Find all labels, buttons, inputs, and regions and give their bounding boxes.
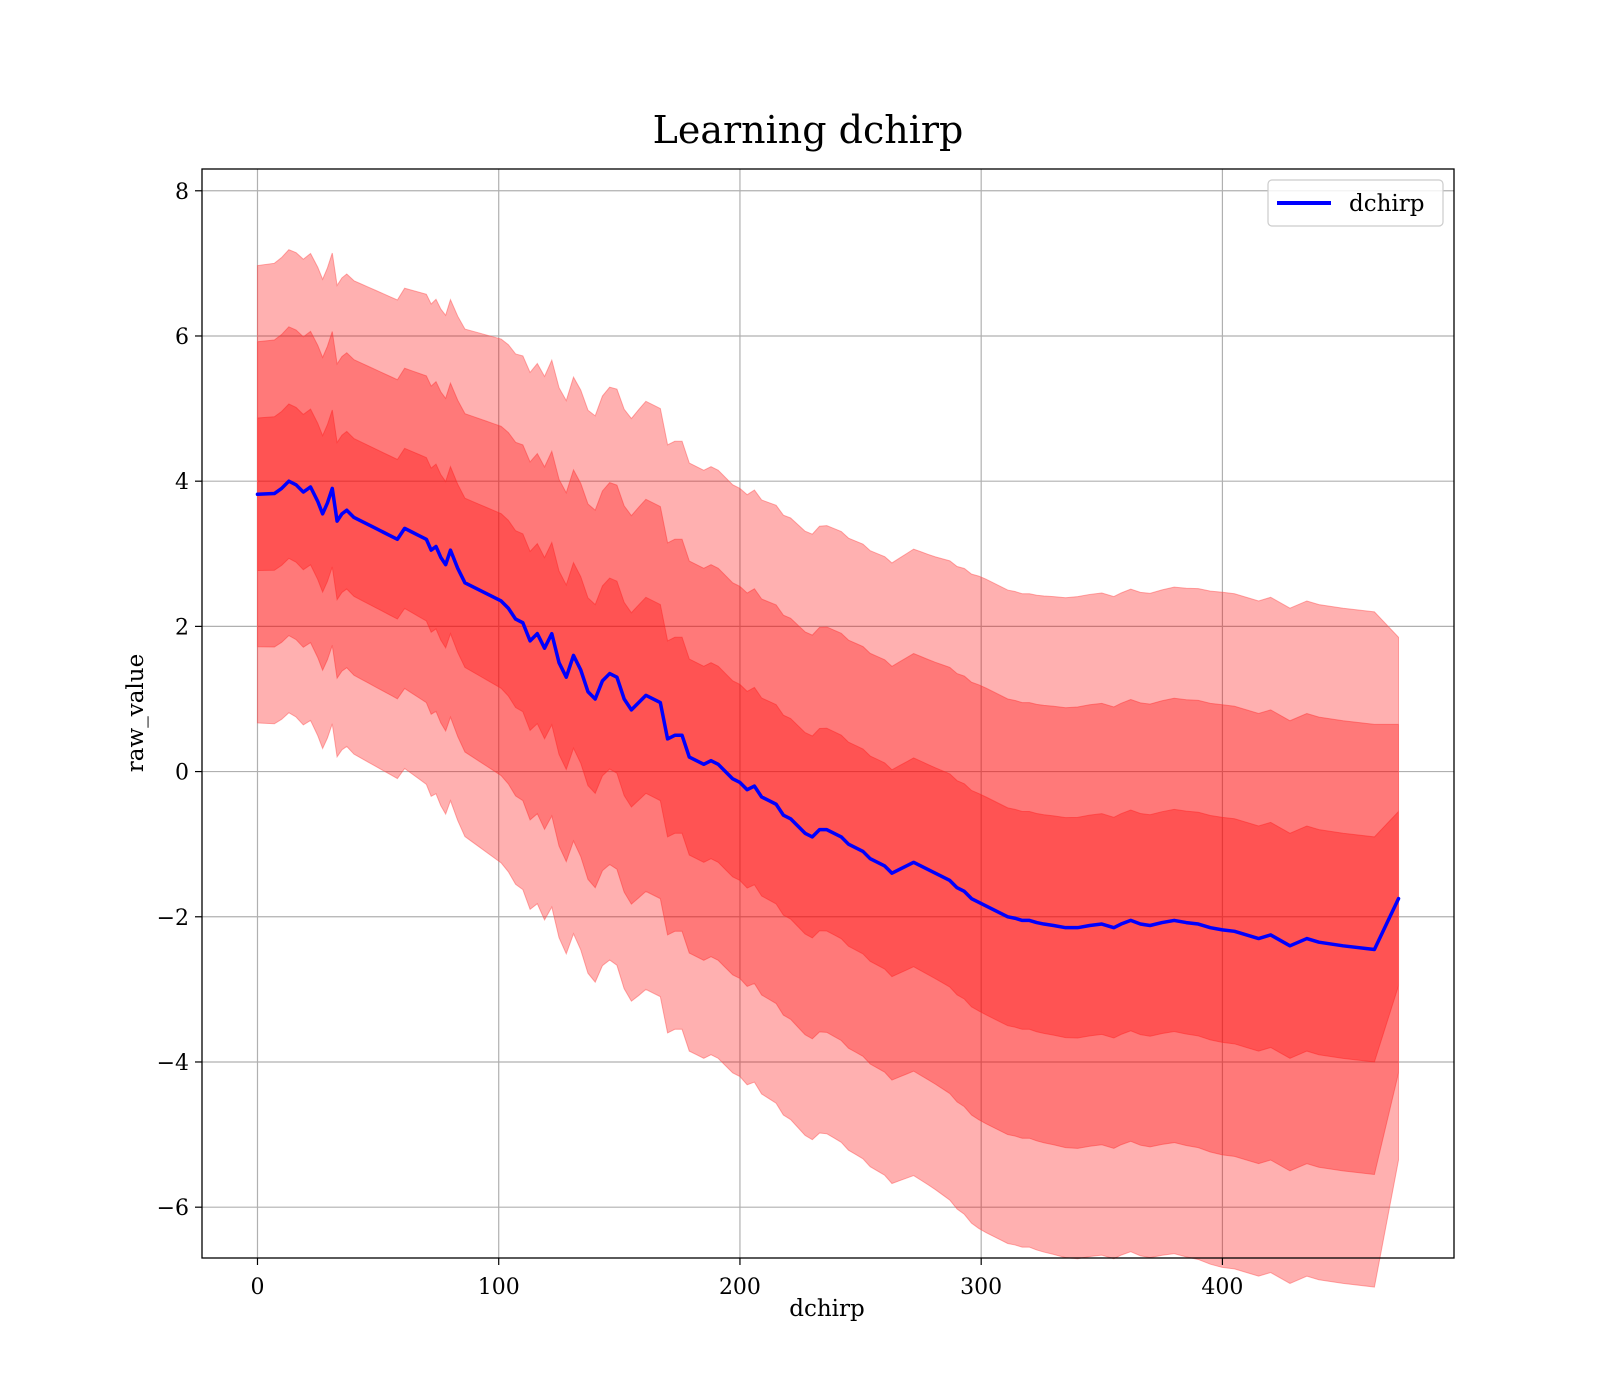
legend: dchirp bbox=[1267, 179, 1444, 227]
y-axis: −6 −4 −2 0 2 4 6 8 bbox=[157, 180, 202, 1221]
series-lines bbox=[255, 479, 1401, 952]
y-tick-label: 2 bbox=[175, 615, 189, 640]
x-axis-label: dchirp bbox=[789, 1296, 865, 1322]
plot-frame bbox=[201, 168, 1455, 1259]
series-line-dchirp bbox=[255, 479, 1401, 952]
y-axis-label: raw_value bbox=[123, 654, 149, 772]
std-bands bbox=[256, 249, 1400, 1288]
x-tick-label: 400 bbox=[1201, 1275, 1243, 1300]
y-tick-label: −4 bbox=[157, 1051, 189, 1076]
x-tick-label: 100 bbox=[478, 1275, 520, 1300]
std-band-3sigma bbox=[256, 249, 1400, 1288]
x-tick-label: 0 bbox=[250, 1275, 264, 1300]
x-axis: 0 100 200 300 400 bbox=[250, 1258, 1243, 1300]
grid-lines bbox=[202, 169, 1454, 1258]
x-tick-label: 300 bbox=[960, 1275, 1002, 1300]
y-tick-label: 8 bbox=[175, 180, 189, 205]
y-tick-label: −6 bbox=[157, 1196, 189, 1221]
y-tick-label: −2 bbox=[157, 906, 189, 931]
legend-label-dchirp: dchirp bbox=[1349, 191, 1425, 217]
y-tick-label: 0 bbox=[175, 761, 189, 786]
legend-box bbox=[1267, 179, 1444, 227]
y-tick-label: 4 bbox=[175, 470, 189, 495]
chart-title: Learning dchirp bbox=[653, 108, 964, 152]
y-tick-label: 6 bbox=[175, 325, 189, 350]
x-tick-label: 200 bbox=[719, 1275, 761, 1300]
